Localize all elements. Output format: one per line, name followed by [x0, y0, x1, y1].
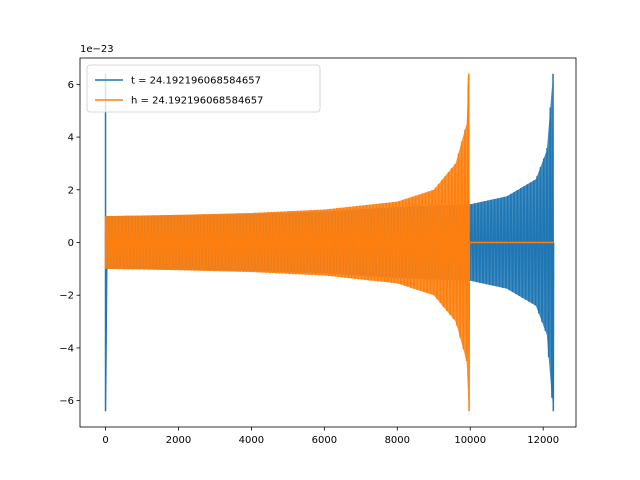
- plot-area: [104, 73, 555, 412]
- x-tick-label: 0: [102, 435, 108, 446]
- y-tick-label: 6: [68, 80, 74, 91]
- x-tick-label: 8000: [385, 435, 410, 446]
- y-scale-label: 1e−23: [80, 44, 114, 55]
- legend-label: t = 24.192196068584657: [131, 76, 261, 87]
- y-tick-label: −6: [59, 396, 74, 407]
- x-tick-label: 2000: [166, 435, 191, 446]
- x-tick-label: 10000: [454, 435, 486, 446]
- y-tick-label: 4: [68, 133, 74, 144]
- x-tick-label: 6000: [312, 435, 337, 446]
- x-tick-label: 4000: [239, 435, 264, 446]
- series-h: [104, 73, 554, 412]
- y-tick-label: −4: [59, 343, 74, 354]
- axis-ticks: 0 2000 4000 6000 8000 10000 12000 −6 −4 −2 0 2 4 6: [59, 80, 559, 446]
- x-tick-label: 12000: [527, 435, 559, 446]
- y-tick-label: 2: [68, 185, 74, 196]
- legend-label: h = 24.192196068584657: [131, 96, 263, 107]
- legend-box: [86, 64, 321, 113]
- y-tick-label: −2: [59, 291, 74, 302]
- legend: t = 24.192196068584657 h = 24.19219606858…: [86, 64, 321, 113]
- y-tick-label: 0: [68, 238, 74, 249]
- series-band: [105, 82, 469, 403]
